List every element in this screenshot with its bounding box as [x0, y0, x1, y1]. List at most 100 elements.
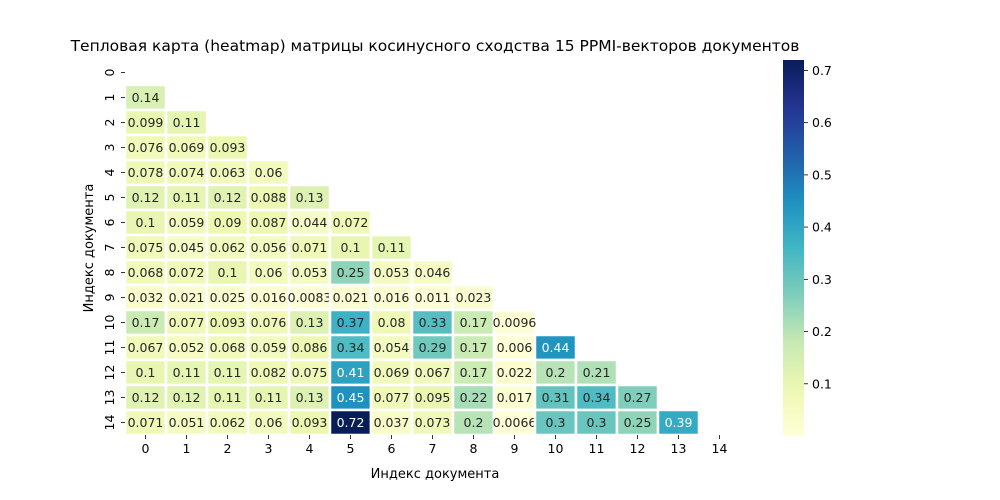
y-tick-label: 2 — [102, 119, 117, 127]
cell-value-label: 0.086 — [292, 340, 328, 355]
x-tick-label: 3 — [265, 441, 273, 456]
cell-value-label: 0.34 — [583, 390, 611, 405]
y-tick-label: 3 — [102, 144, 117, 152]
cell-value-label: 0.021 — [333, 290, 369, 305]
x-tick-label: 2 — [224, 441, 232, 456]
y-tick-label: 7 — [102, 244, 117, 252]
y-tick-label: 10 — [102, 315, 117, 331]
cell-value-label: 0.11 — [255, 390, 283, 405]
heatmap-cell — [164, 233, 209, 262]
cell-value-label: 0.2 — [464, 415, 484, 430]
cell-value-label: 0.31 — [542, 390, 570, 405]
heatmap-cell — [205, 308, 250, 337]
heatmap-cell — [164, 208, 209, 237]
y-tick-label: 4 — [102, 168, 117, 176]
cell-value-label: 0.078 — [128, 165, 164, 180]
y-tick-label: 9 — [102, 293, 117, 301]
cell-value-label: 0.33 — [419, 315, 447, 330]
cell-value-label: 0.076 — [128, 140, 164, 155]
cell-value-label: 0.0066 — [493, 415, 537, 430]
heatmap-cell — [615, 383, 660, 412]
cell-value-label: 0.068 — [210, 340, 246, 355]
x-tick-label: 1 — [183, 441, 191, 456]
x-tick-label: 8 — [470, 441, 478, 456]
heatmap-cell — [123, 383, 168, 412]
y-axis-label: Индекс документа — [82, 184, 97, 313]
cell-value-label: 0.059 — [169, 215, 205, 230]
heatmap-cell — [328, 333, 373, 362]
colorbar-gradient — [783, 60, 804, 436]
cell-value-label: 0.13 — [296, 390, 324, 405]
cell-value-label: 0.032 — [128, 290, 164, 305]
cell-value-label: 0.1 — [136, 365, 156, 380]
cell-value-label: 0.051 — [169, 415, 205, 430]
cell-value-label: 0.27 — [624, 390, 652, 405]
heatmap-cell — [615, 408, 660, 437]
cell-value-label: 0.37 — [337, 315, 365, 330]
colorbar-tick-label: 0.4 — [812, 220, 832, 235]
cell-value-label: 0.44 — [542, 340, 570, 355]
cell-value-label: 0.022 — [497, 365, 533, 380]
cell-value-label: 0.062 — [210, 415, 246, 430]
heatmap-cell — [574, 358, 619, 387]
cell-value-label: 0.075 — [128, 240, 164, 255]
heatmap-cell — [451, 308, 496, 337]
colorbar-tick-label: 0.6 — [812, 115, 832, 130]
colorbar-tick-label: 0.5 — [812, 167, 832, 182]
cell-value-label: 0.093 — [210, 315, 246, 330]
cell-value-label: 0.082 — [251, 365, 287, 380]
cell-value-label: 0.11 — [173, 365, 201, 380]
cell-value-label: 0.39 — [665, 415, 693, 430]
cell-value-label: 0.06 — [255, 165, 283, 180]
cell-value-label: 0.025 — [210, 290, 246, 305]
cell-value-label: 0.11 — [214, 390, 242, 405]
heatmap-cell — [164, 358, 209, 387]
cell-value-label: 0.12 — [214, 190, 242, 205]
heatmap-cell — [328, 308, 373, 337]
cell-value-label: 0.095 — [415, 390, 451, 405]
heatmap-cells: 0.14 0.099 0.11 0.076 0.069 0.093 0.078 0.074 0.… — [123, 83, 701, 437]
colorbar: 0.1 0.2 0.3 0.4 0.5 0.6 0.7 — [783, 60, 832, 436]
chart-title: Тепловая карта (heatmap) матрицы косинус… — [70, 37, 800, 55]
cell-value-label: 0.071 — [128, 415, 164, 430]
cell-value-label: 0.45 — [337, 390, 365, 405]
cell-value-label: 0.0096 — [493, 315, 537, 330]
cell-value-label: 0.077 — [374, 390, 410, 405]
cell-value-label: 0.088 — [251, 190, 287, 205]
heatmap-cell — [492, 308, 537, 337]
cell-value-label: 0.25 — [624, 415, 652, 430]
cell-value-label: 0.072 — [169, 265, 205, 280]
cell-value-label: 0.069 — [169, 140, 205, 155]
cell-value-label: 0.09 — [214, 215, 242, 230]
cell-value-label: 0.053 — [374, 265, 410, 280]
cell-value-label: 0.074 — [169, 165, 205, 180]
cell-value-label: 0.087 — [251, 215, 287, 230]
cell-value-label: 0.1 — [218, 265, 238, 280]
heatmap-cell — [164, 158, 209, 187]
cell-value-label: 0.3 — [587, 415, 607, 430]
cell-value-label: 0.053 — [292, 265, 328, 280]
cell-value-label: 0.0083 — [288, 290, 332, 305]
heatmap-cell — [369, 408, 414, 437]
cell-value-label: 0.069 — [374, 365, 410, 380]
heatmap-cell — [205, 383, 250, 412]
cell-value-label: 0.071 — [292, 240, 328, 255]
cell-value-label: 0.006 — [497, 340, 533, 355]
x-tick-label: 13 — [671, 441, 687, 456]
x-tick-label: 6 — [388, 441, 396, 456]
y-tick-label: 6 — [102, 218, 117, 226]
cell-value-label: 0.099 — [128, 115, 164, 130]
cell-value-label: 0.011 — [415, 290, 451, 305]
cell-value-label: 0.29 — [419, 340, 447, 355]
heatmap-cell — [287, 408, 332, 437]
cell-value-label: 0.72 — [337, 415, 365, 430]
y-tick-label: 0 — [102, 68, 117, 76]
cell-value-label: 0.13 — [296, 315, 324, 330]
cell-value-label: 0.13 — [296, 190, 324, 205]
cell-value-label: 0.054 — [374, 340, 410, 355]
cell-value-label: 0.12 — [132, 390, 160, 405]
cell-value-label: 0.067 — [415, 365, 451, 380]
cell-value-label: 0.25 — [337, 265, 365, 280]
heatmap-cell — [246, 333, 291, 362]
cell-value-label: 0.093 — [210, 140, 246, 155]
